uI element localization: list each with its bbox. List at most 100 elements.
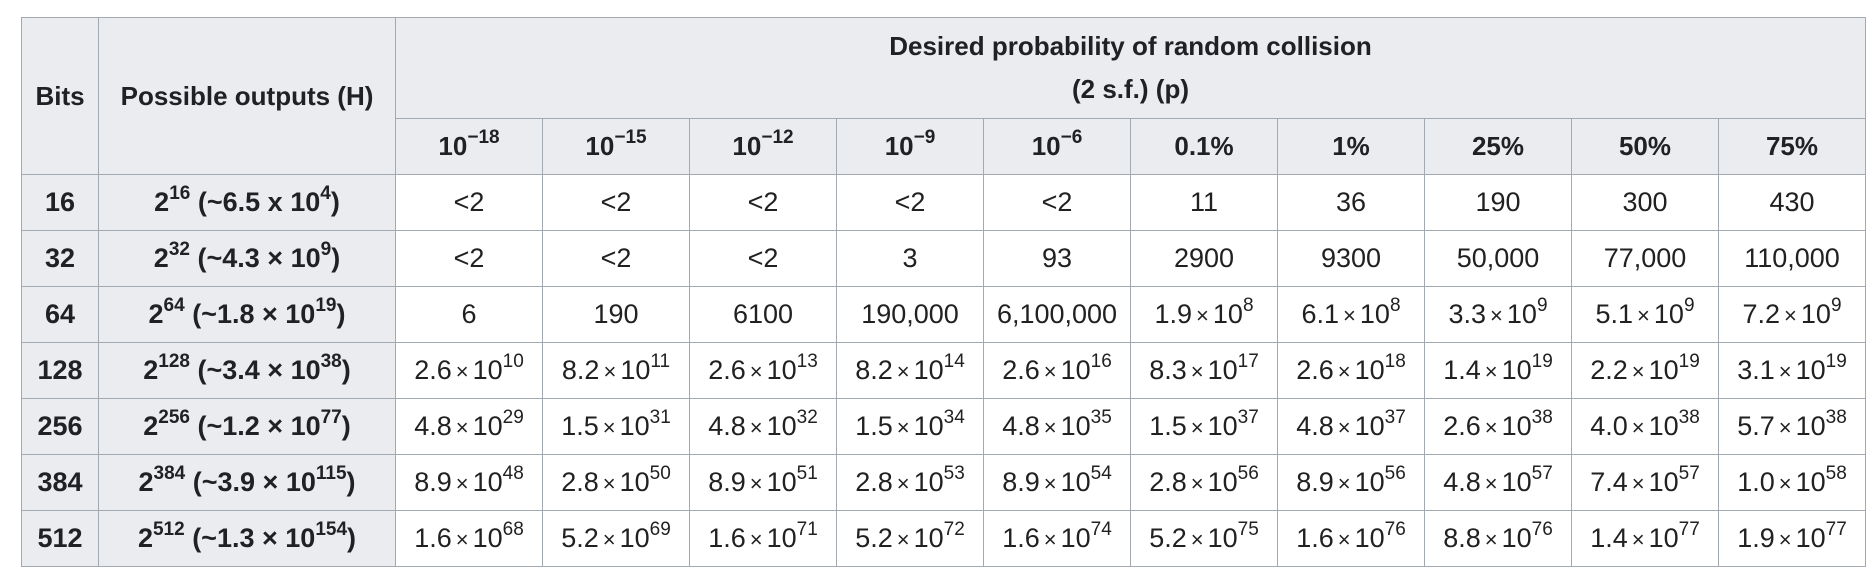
table-cell: 1.5 × 1031 [542,398,690,455]
cell-exponent: 14 [943,351,965,372]
header-probability-label: 1% [1332,131,1370,161]
outputs-times-sign: × [254,299,286,329]
table-cell: 5.2 × 1072 [836,510,984,567]
cell-exponent: 19 [1531,351,1553,372]
cell-mantissa: 1.5 [561,411,599,441]
cell-exponent: 38 [1678,407,1700,428]
table-cell: 4.8 × 1032 [689,398,837,455]
table-cell: 6,100,000 [983,286,1131,343]
outputs-power: 16 [169,183,191,204]
table-cell: 7.4 × 1057 [1571,454,1719,511]
cell-times-sign: × [749,415,763,440]
table-cell: 5.2 × 1075 [1130,510,1278,567]
outputs-exponent: 154 [315,519,348,540]
cell-exponent: 54 [1090,463,1112,484]
cell-times-sign: × [1778,527,1792,552]
outputs-times-sign: × [255,467,286,497]
table-cell: 6 [395,286,543,343]
cell-exponent: 19 [1678,351,1700,372]
table-cell: 1.6 × 1068 [395,510,543,567]
table-cell: 4.8 × 1057 [1424,454,1572,511]
cell-exponent: 9 [1830,295,1842,316]
table-row: 16 216 (~6.5 x 104) <2 <2 <2 <2 <2 11 36 190 300 43… [21,174,1866,231]
table-cell: 3.3 × 109 [1424,286,1572,343]
cell-times-sign: × [1784,303,1797,328]
cell-times-sign: × [1337,527,1351,552]
birthday-attack-table: Bits Possible outputs (H) Desired probab… [21,17,1866,567]
cell-mantissa: 1.5 [855,411,893,441]
cell-mantissa: 7.4 [1590,467,1628,497]
cell-exponent: 57 [1678,463,1700,484]
row-possible-outputs: 264 (~1.8 × 1019) [98,286,396,343]
cell-times-sign: × [1190,415,1204,440]
cell-exponent: 71 [796,519,818,540]
row-bits: 16 [21,174,99,231]
cell-times-sign: × [1337,359,1351,384]
cell-mantissa: 2.2 [1590,355,1628,385]
table-cell: 8.9 × 1051 [689,454,837,511]
header-probability-0: 10−18 [395,118,543,175]
cell-mantissa: 1.9 [1737,523,1775,553]
row-possible-outputs: 2128 (~3.4 × 1038) [98,342,396,399]
outputs-power: 32 [168,239,190,260]
table-row: 128 2128 (~3.4 × 1038) 2.6 × 1010 8.2 × 1011 2.6… [21,342,1866,399]
row-bits: 32 [21,230,99,287]
cell-mantissa: 2.8 [855,467,893,497]
cell-times-sign: × [896,415,910,440]
table-head: Bits Possible outputs (H) Desired probab… [21,17,1866,175]
table-cell: <2 [689,230,837,287]
cell-mantissa: 8.3 [1149,355,1187,385]
table-cell: <2 [836,174,984,231]
cell-exponent: 51 [796,463,818,484]
table-cell: <2 [689,174,837,231]
row-bits: 384 [21,454,99,511]
cell-times-sign: × [1631,359,1645,384]
cell-exponent: 56 [1237,463,1259,484]
row-possible-outputs: 2256 (~1.2 × 1077) [98,398,396,455]
table-body: 16 216 (~6.5 x 104) <2 <2 <2 <2 <2 11 36 190 300 43… [21,174,1866,567]
cell-times-sign: × [1484,527,1498,552]
cell-times-sign: × [1484,471,1498,496]
table-cell: 1.9 × 1077 [1718,510,1866,567]
outputs-exponent: 38 [320,351,342,372]
cell-mantissa: 3.3 [1448,299,1487,329]
outputs-exponent: 4 [320,183,331,204]
cell-mantissa: 5.1 [1595,299,1634,329]
cell-exponent: 18 [1384,351,1406,372]
table-cell: 190 [542,286,690,343]
cell-times-sign: × [602,527,616,552]
cell-mantissa: 8.9 [1296,467,1334,497]
table-cell: 1.9 × 108 [1130,286,1278,343]
cell-times-sign: × [603,359,617,384]
cell-exponent: 77 [1825,519,1847,540]
cell-exponent: 74 [1090,519,1112,540]
header-probability-7: 25% [1424,118,1572,175]
cell-mantissa: 1.6 [414,523,452,553]
header-probability-label: 50% [1618,131,1672,161]
cell-times-sign: × [1631,527,1645,552]
table-cell: 2.8 × 1050 [542,454,690,511]
header-probability-6: 1% [1277,118,1425,175]
table-cell: 5.2 × 1069 [542,510,690,567]
cell-exponent: 29 [502,407,524,428]
cell-times-sign: × [1337,471,1351,496]
table-cell: 430 [1718,174,1866,231]
header-probability-8: 50% [1571,118,1719,175]
header-desired-probability: Desired probability of random collision … [395,17,1866,119]
table-cell: 77,000 [1571,230,1719,287]
header-probability-9: 75% [1718,118,1866,175]
header-probability-label: 75% [1765,131,1819,161]
table-cell: 7.2 × 109 [1718,286,1866,343]
cell-mantissa: 4.8 [414,411,452,441]
cell-times-sign: × [602,471,616,496]
row-bits: 128 [21,342,99,399]
table-cell: 4.8 × 1029 [395,398,543,455]
table-cell: 2.6 × 1038 [1424,398,1572,455]
cell-times-sign: × [1043,471,1057,496]
table-cell: <2 [542,230,690,287]
table-row: 256 2256 (~1.2 × 1077) 4.8 × 1029 1.5 × 1031 4.8… [21,398,1866,455]
row-bits: 512 [21,510,99,567]
header-probability-1: 10−15 [542,118,690,175]
cell-exponent: 68 [502,519,524,540]
table-cell: 5.7 × 1038 [1718,398,1866,455]
